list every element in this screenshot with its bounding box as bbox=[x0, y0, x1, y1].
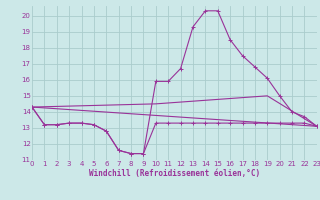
X-axis label: Windchill (Refroidissement éolien,°C): Windchill (Refroidissement éolien,°C) bbox=[89, 169, 260, 178]
